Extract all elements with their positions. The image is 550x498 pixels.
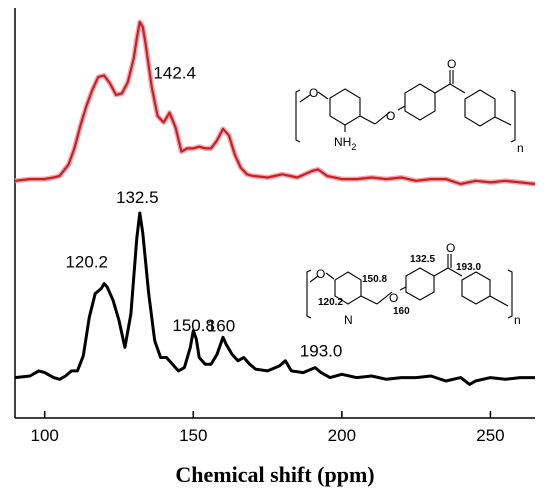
ether-o-mid-bottom: O <box>389 291 398 305</box>
series-group <box>14 19 536 386</box>
label-120-2: 120.2 <box>318 297 343 308</box>
n-subscript-top: n <box>517 141 524 155</box>
n-fragment: N <box>344 313 353 327</box>
series-glow <box>14 19 536 187</box>
ketone-o-bottom: O <box>446 241 455 255</box>
x-ticks <box>43 411 492 418</box>
label-132-5: 132.5 <box>410 254 435 265</box>
label-193-0: 193.0 <box>456 262 481 273</box>
x-tick-label: 200 <box>328 426 356 445</box>
label-160: 160 <box>393 306 410 317</box>
peak-label: 132.5 <box>116 188 159 207</box>
ether-o-mid-top: O <box>386 109 395 123</box>
x-tick-label: 250 <box>476 426 504 445</box>
label-150-8: 150.8 <box>362 274 387 285</box>
peak-label: 193.0 <box>300 342 343 361</box>
x-tick-label: 150 <box>179 426 207 445</box>
ketone-o-top: O <box>447 57 456 71</box>
bottom-structure: n O 120.2 N O 150.8 160 132.5 O 193.0 <box>306 241 521 327</box>
x-axis-label: Chemical shift (ppm) <box>175 462 374 487</box>
top-structure: n O NH2 O O <box>295 57 524 155</box>
peak-label: 120.2 <box>65 253 108 272</box>
ether-o-left-top: O <box>309 86 318 100</box>
n-subscript-bottom: n <box>514 313 521 327</box>
spectrum-top-line <box>14 20 536 186</box>
x-tick-labels: 100 150 200 250 <box>31 426 505 445</box>
nh2-group: NH2 <box>334 135 356 152</box>
spectrum-bottom-line <box>14 211 535 386</box>
peak-label: 142.4 <box>153 64 196 83</box>
x-tick-label: 100 <box>31 426 59 445</box>
peak-label: 150.8 <box>172 316 215 335</box>
peak-label: 160 <box>207 316 235 335</box>
ether-o-left-bottom: O <box>316 267 325 281</box>
